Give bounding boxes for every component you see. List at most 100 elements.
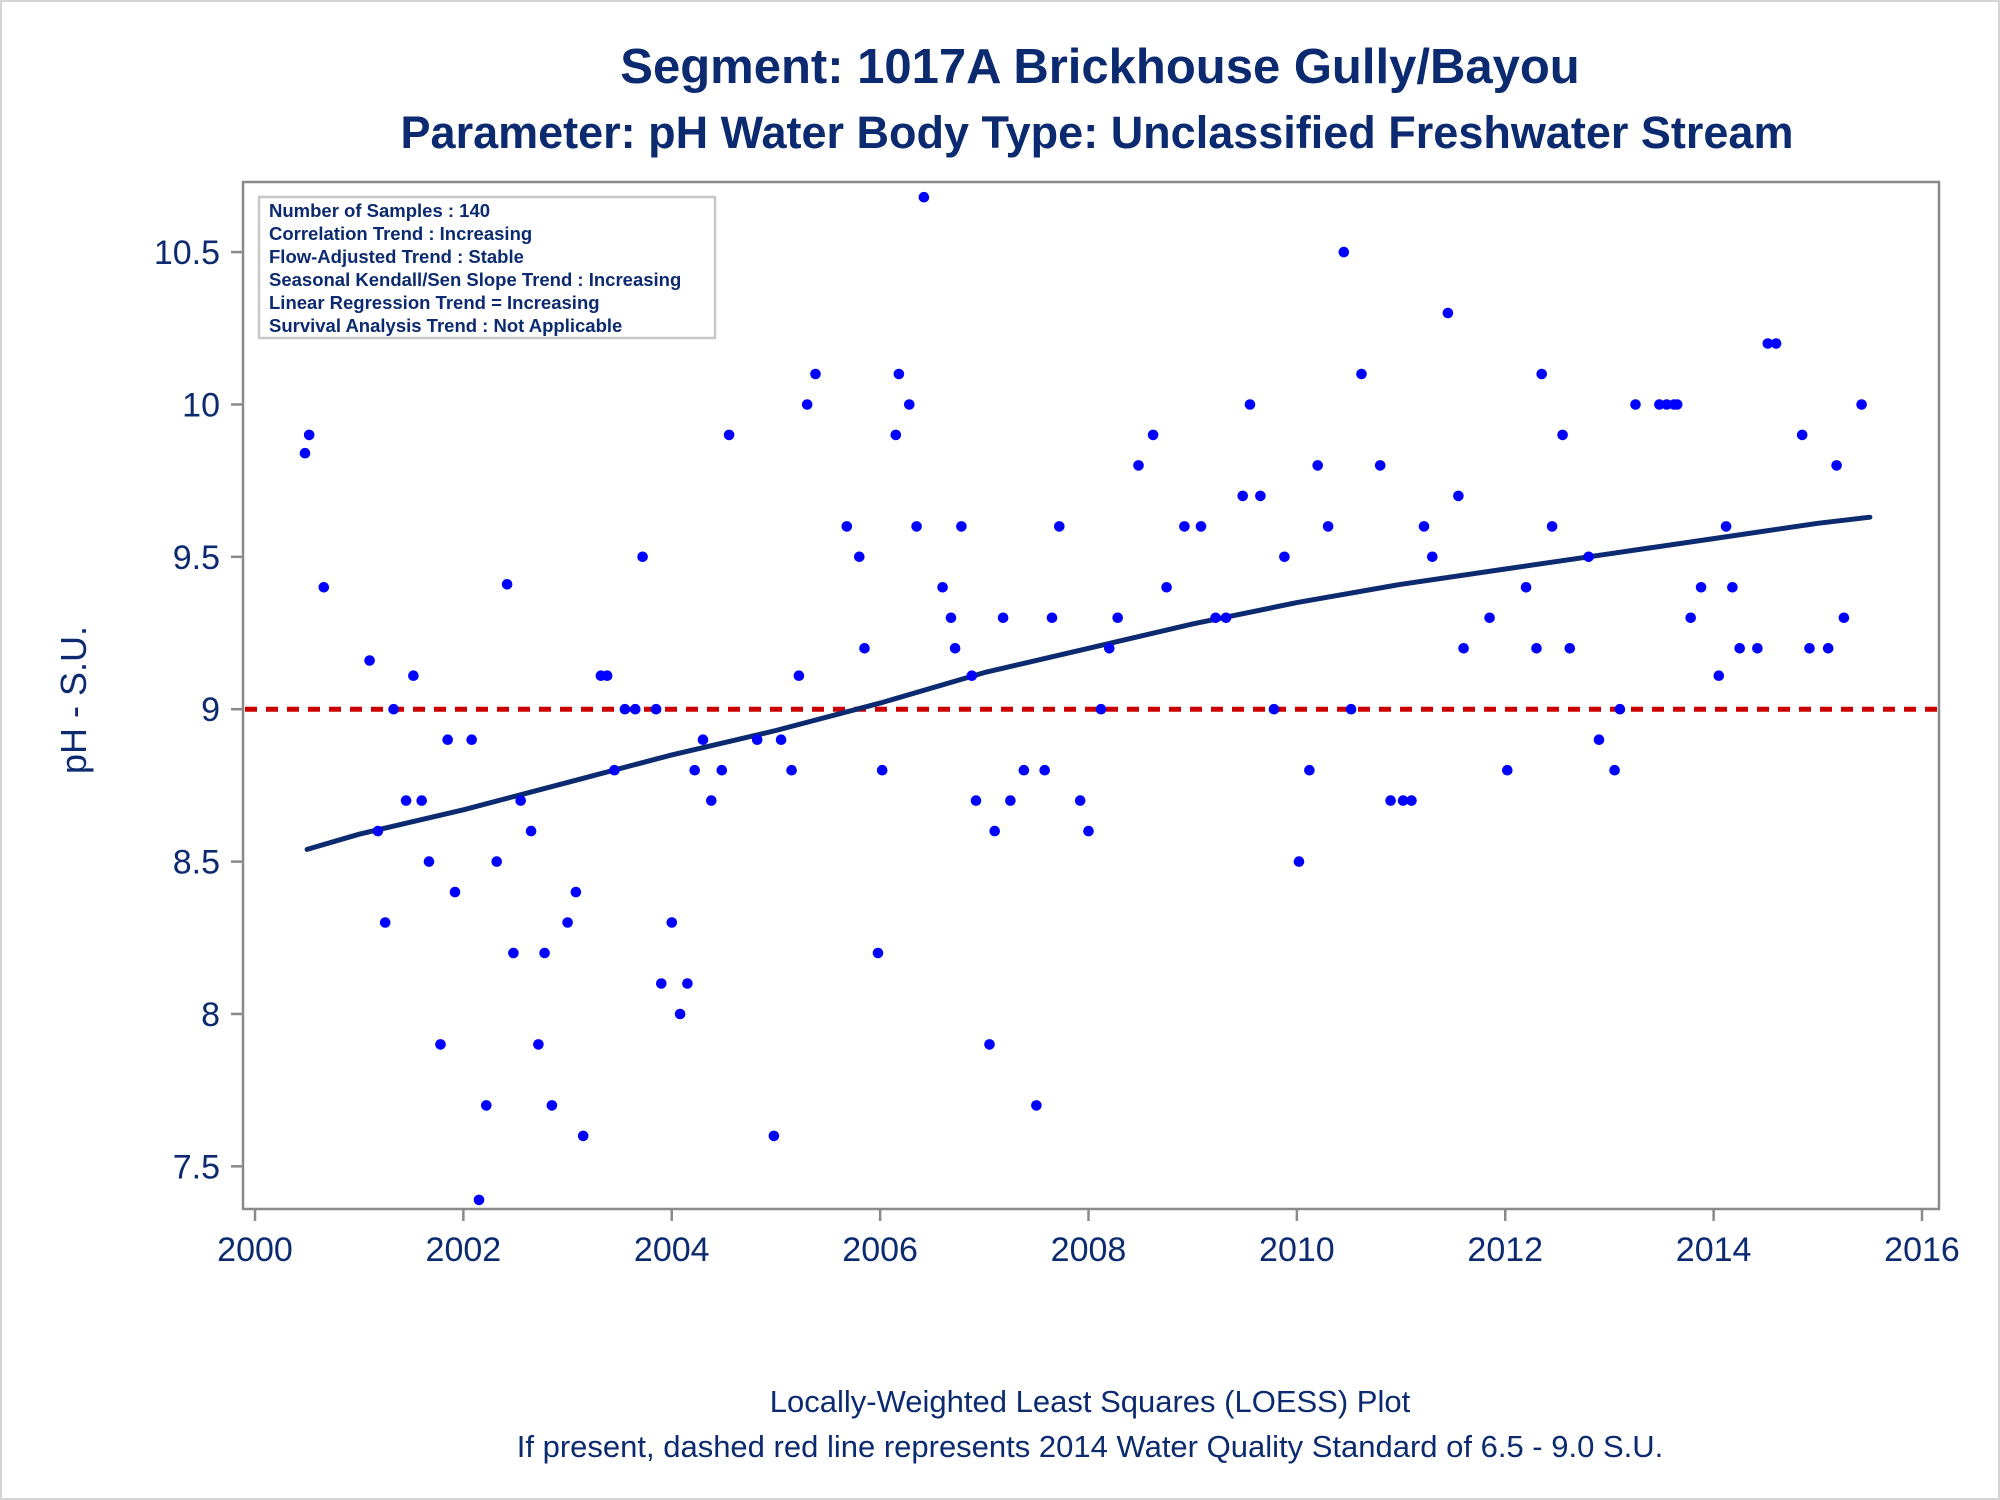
- data-point: [997, 612, 1009, 624]
- data-point: [372, 825, 384, 837]
- stats-box-border: [257, 195, 717, 340]
- data-point: [697, 734, 709, 745]
- data-point: [1147, 429, 1159, 441]
- data-point: [473, 1194, 485, 1206]
- chart-subtitle: Parameter: pH Water Body Type: Unclassif…: [401, 107, 1794, 158]
- data-point: [1762, 338, 1774, 349]
- y-tick-label: 10: [182, 386, 220, 424]
- stats-line-samples: Number of Samples : 140: [269, 200, 490, 221]
- data-point: [491, 856, 503, 867]
- stats-line-flow-adjusted: Flow-Adjusted Trend : Stable: [269, 246, 524, 267]
- data-point: [674, 1008, 686, 1020]
- data-point: [768, 1130, 780, 1142]
- y-tick-label: 9.5: [173, 539, 220, 577]
- stats-line-survival-analysis: Survival Analysis Trend : Not Applicable: [269, 315, 622, 336]
- data-point: [1654, 399, 1665, 410]
- data-point: [609, 764, 620, 776]
- data-point: [706, 795, 717, 806]
- data-point: [1727, 582, 1738, 593]
- data-point: [630, 703, 641, 715]
- data-point: [508, 947, 519, 959]
- data-point: [539, 947, 550, 959]
- data-point: [299, 447, 311, 459]
- data-point: [408, 670, 419, 681]
- data-point: [801, 399, 813, 410]
- y-tick-label: 7.5: [173, 1148, 220, 1186]
- data-point: [1593, 734, 1605, 745]
- x-axis: 2000 2002 2004 2006 2008 2010 2012 2014 2016: [217, 1209, 1960, 1269]
- data-point: [1255, 490, 1266, 502]
- data-point: [1720, 521, 1732, 532]
- data-point: [1018, 764, 1030, 776]
- data-point: [1031, 1100, 1042, 1111]
- data-point: [435, 1039, 446, 1050]
- x-tick-label: 2008: [1051, 1231, 1127, 1269]
- footnote-loess: Locally-Weighted Least Squares (LOESS) P…: [770, 1384, 1411, 1419]
- trend-line-layer: [304, 514, 1873, 852]
- data-point: [546, 1100, 558, 1111]
- x-tick-label: 2004: [634, 1231, 710, 1269]
- data-point: [501, 579, 513, 590]
- plot-area: [241, 180, 1941, 1211]
- data-point: [1453, 490, 1464, 502]
- stats-line-linear-regression: Linear Regression Trend = Increasing: [269, 292, 600, 313]
- data-point: [1161, 582, 1172, 593]
- data-point: [1770, 338, 1782, 349]
- stats-box: Number of Samples : 140 Correlation Tren…: [257, 195, 717, 340]
- data-point: [716, 764, 728, 776]
- data-point: [1713, 670, 1725, 681]
- data-point: [1804, 643, 1815, 654]
- data-point: [1385, 795, 1396, 806]
- y-tick-label: 10.5: [154, 234, 220, 272]
- data-point: [1406, 795, 1417, 806]
- data-point: [1104, 643, 1115, 654]
- data-point: [1039, 764, 1050, 776]
- data-point: [1442, 307, 1454, 319]
- data-point: [841, 521, 853, 532]
- data-point: [562, 917, 573, 928]
- data-point: [423, 856, 435, 867]
- y-tick-label: 9: [201, 691, 220, 729]
- data-point: [1112, 612, 1123, 624]
- data-point: [1220, 612, 1232, 624]
- stats-line-seasonal-kendall: Seasonal Kendall/Sen Slope Trend : Incre…: [269, 269, 681, 290]
- x-tick-label: 2002: [426, 1231, 502, 1269]
- data-point: [890, 429, 902, 441]
- data-point: [1856, 399, 1867, 410]
- data-point: [1054, 521, 1065, 532]
- data-point: [1179, 521, 1190, 532]
- data-point: [570, 886, 582, 898]
- data-point: [1536, 368, 1547, 380]
- loess-trend-line: [304, 514, 1873, 852]
- data-point: [949, 643, 961, 654]
- data-point: [1095, 703, 1107, 715]
- data-point: [1661, 399, 1672, 410]
- data-point: [577, 1130, 589, 1142]
- data-point: [872, 947, 884, 959]
- data-point: [786, 764, 797, 776]
- data-point: [859, 643, 870, 654]
- data-point: [689, 764, 700, 776]
- x-tick-label: 2006: [842, 1231, 918, 1269]
- x-tick-label: 2012: [1467, 1231, 1543, 1269]
- data-point: [1074, 795, 1086, 806]
- data-point: [1520, 582, 1532, 593]
- data-point: [303, 429, 315, 441]
- x-tick-label: 2016: [1884, 1231, 1960, 1269]
- data-point: [466, 734, 478, 745]
- data-point: [1831, 460, 1842, 471]
- data-point: [1356, 368, 1367, 380]
- data-point: [1796, 429, 1808, 441]
- data-point: [1418, 521, 1430, 532]
- data-point: [1046, 612, 1058, 624]
- chart-title: Segment: 1017A Brickhouse Gully/Bayou: [620, 40, 1579, 94]
- data-point: [1583, 551, 1594, 563]
- data-point: [1374, 460, 1386, 471]
- data-point: [1734, 643, 1745, 654]
- data-point: [1244, 399, 1256, 410]
- data-point: [1293, 856, 1305, 867]
- data-point: [1630, 399, 1641, 410]
- data-point: [1695, 582, 1707, 593]
- y-tick-label: 8: [201, 996, 220, 1034]
